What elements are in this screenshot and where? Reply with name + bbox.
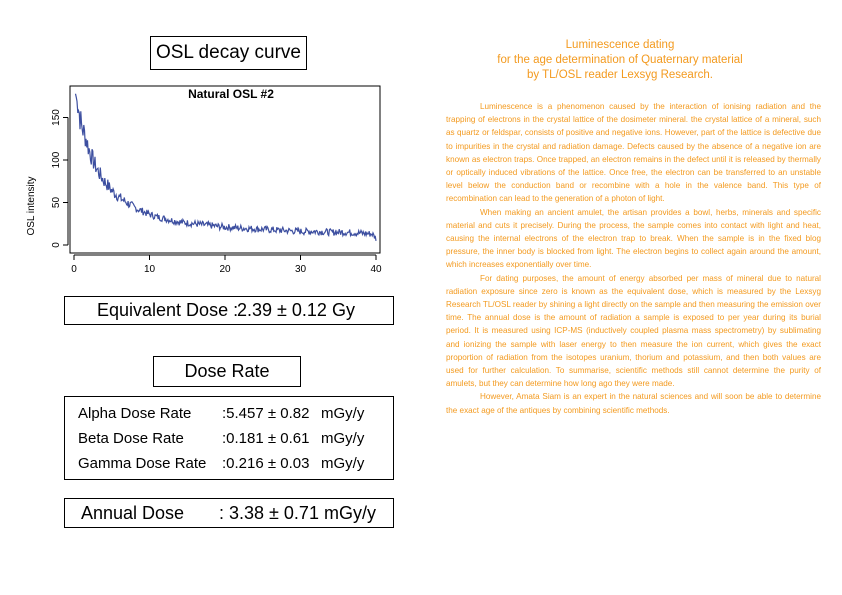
annual-dose-value: : 3.38 ± 0.71 mGy/y bbox=[219, 503, 376, 523]
rate-name: Gamma Dose Rate bbox=[78, 455, 207, 472]
equivalent-dose-value: 2.39 ± 0.12 Gy bbox=[237, 300, 355, 320]
chart-title: Natural OSL #2 bbox=[188, 87, 274, 101]
dose-rate-title: Dose Rate bbox=[153, 356, 301, 387]
body-paragraph: When making an ancient amulet, the artis… bbox=[446, 207, 821, 270]
equivalent-dose-box: Equivalent Dose : 2.39 ± 0.12 Gy bbox=[64, 296, 394, 325]
y-axis-label: OSL intensity bbox=[26, 176, 37, 235]
y-tick-label: 50 bbox=[51, 197, 62, 209]
title-line: by TL/OSL reader Lexsyg Research. bbox=[526, 69, 713, 81]
title-line: Luminescence dating bbox=[565, 39, 675, 51]
beta-dose-row: Beta Dose Rate :0.181 ± 0.61 mGy/y bbox=[65, 430, 393, 452]
plot-frame bbox=[69, 85, 381, 254]
osl-decay-curve-title: OSL decay curve bbox=[150, 36, 307, 70]
x-tick-label: 0 bbox=[71, 264, 77, 275]
rate-name: Beta Dose Rate bbox=[78, 430, 184, 447]
alpha-dose-row: Alpha Dose Rate :5.457 ± 0.82 mGy/y bbox=[65, 405, 393, 427]
osl-decay-chart: Natural OSL #2 OSL intensity 0 10 20 30 40 0 5… bbox=[26, 85, 382, 275]
osl-signal-series bbox=[74, 93, 377, 241]
osl-title-text: OSL decay curve bbox=[155, 42, 302, 63]
body-paragraph: For dating purposes, the amount of energ… bbox=[446, 273, 821, 389]
rate-unit: mGy/y bbox=[321, 430, 365, 447]
annual-dose-label: Annual Dose bbox=[81, 503, 185, 523]
x-tick-label: 30 bbox=[295, 264, 307, 275]
dose-rate-table: Alpha Dose Rate :5.457 ± 0.82 mGy/y Beta… bbox=[64, 396, 394, 480]
body-paragraph: However, Amata Siam is an expert in the … bbox=[446, 392, 821, 415]
title-line: for the age determination of Quaternary … bbox=[497, 54, 743, 66]
document-body: Luminescence is a phenomenon caused by t… bbox=[446, 100, 821, 417]
rate-value: :5.457 ± 0.82 bbox=[222, 405, 310, 422]
equivalent-dose-label: Equivalent Dose : bbox=[97, 300, 239, 320]
x-tick-label: 40 bbox=[370, 264, 382, 275]
rate-unit: mGy/y bbox=[321, 455, 365, 472]
annual-dose-box: Annual Dose : 3.38 ± 0.71 mGy/y bbox=[64, 498, 394, 528]
y-tick-label: 100 bbox=[51, 151, 62, 168]
rate-unit: mGy/y bbox=[321, 405, 365, 422]
document-title: Luminescence dating for the age determin… bbox=[470, 38, 770, 83]
y-tick-label: 150 bbox=[51, 109, 62, 126]
gamma-dose-row: Gamma Dose Rate :0.216 ± 0.03 mGy/y bbox=[65, 455, 393, 477]
x-tick-label: 20 bbox=[219, 264, 231, 275]
dose-rate-title-text: Dose Rate bbox=[184, 361, 270, 381]
x-tick-label: 10 bbox=[144, 264, 156, 275]
body-paragraph: Luminescence is a phenomenon caused by t… bbox=[446, 102, 821, 204]
rate-value: :0.181 ± 0.61 bbox=[222, 430, 310, 447]
y-tick-label: 0 bbox=[51, 242, 62, 248]
rate-name: Alpha Dose Rate bbox=[78, 405, 192, 422]
rate-value: :0.216 ± 0.03 bbox=[222, 455, 310, 472]
